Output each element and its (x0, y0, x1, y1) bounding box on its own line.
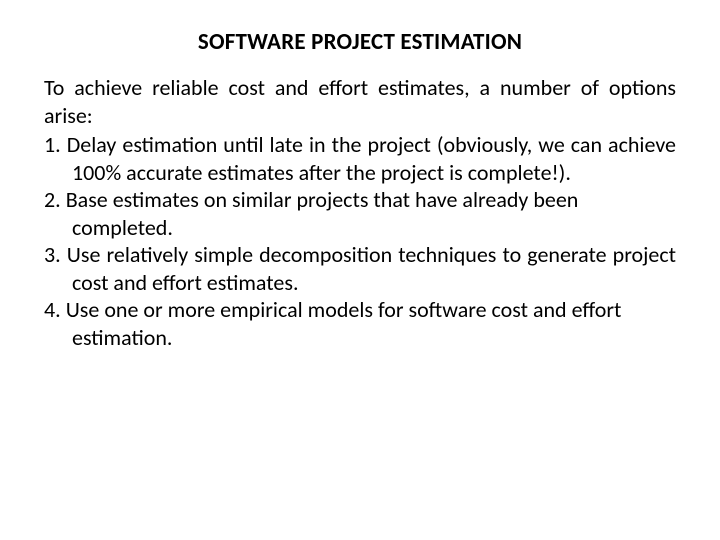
list-item-number: 3. (44, 241, 61, 268)
intro-text: To achieve reliable cost and effort esti… (44, 74, 676, 129)
list-item-text: Delay estimation until late in the proje… (61, 131, 676, 186)
slide-title: SOFTWARE PROJECT ESTIMATION (44, 28, 676, 56)
list-item: 2. Base estimates on similar projects th… (44, 186, 676, 241)
slide: SOFTWARE PROJECT ESTIMATION To achieve r… (0, 0, 720, 540)
list-item-number: 2. (44, 186, 61, 213)
list-item-number: 4. (44, 296, 61, 323)
list-item-text: Base estimates on similar projects that … (61, 186, 579, 241)
options-list: 1. Delay estimation until late in the pr… (44, 131, 676, 351)
list-item-text: Use one or more empirical models for sof… (61, 296, 622, 351)
list-item: 4. Use one or more empirical models for … (44, 296, 676, 351)
list-item: 3. Use relatively simple decomposition t… (44, 241, 676, 296)
list-item-number: 1. (44, 131, 61, 158)
list-item: 1. Delay estimation until late in the pr… (44, 131, 676, 186)
list-item-text: Use relatively simple decomposition tech… (61, 241, 676, 296)
